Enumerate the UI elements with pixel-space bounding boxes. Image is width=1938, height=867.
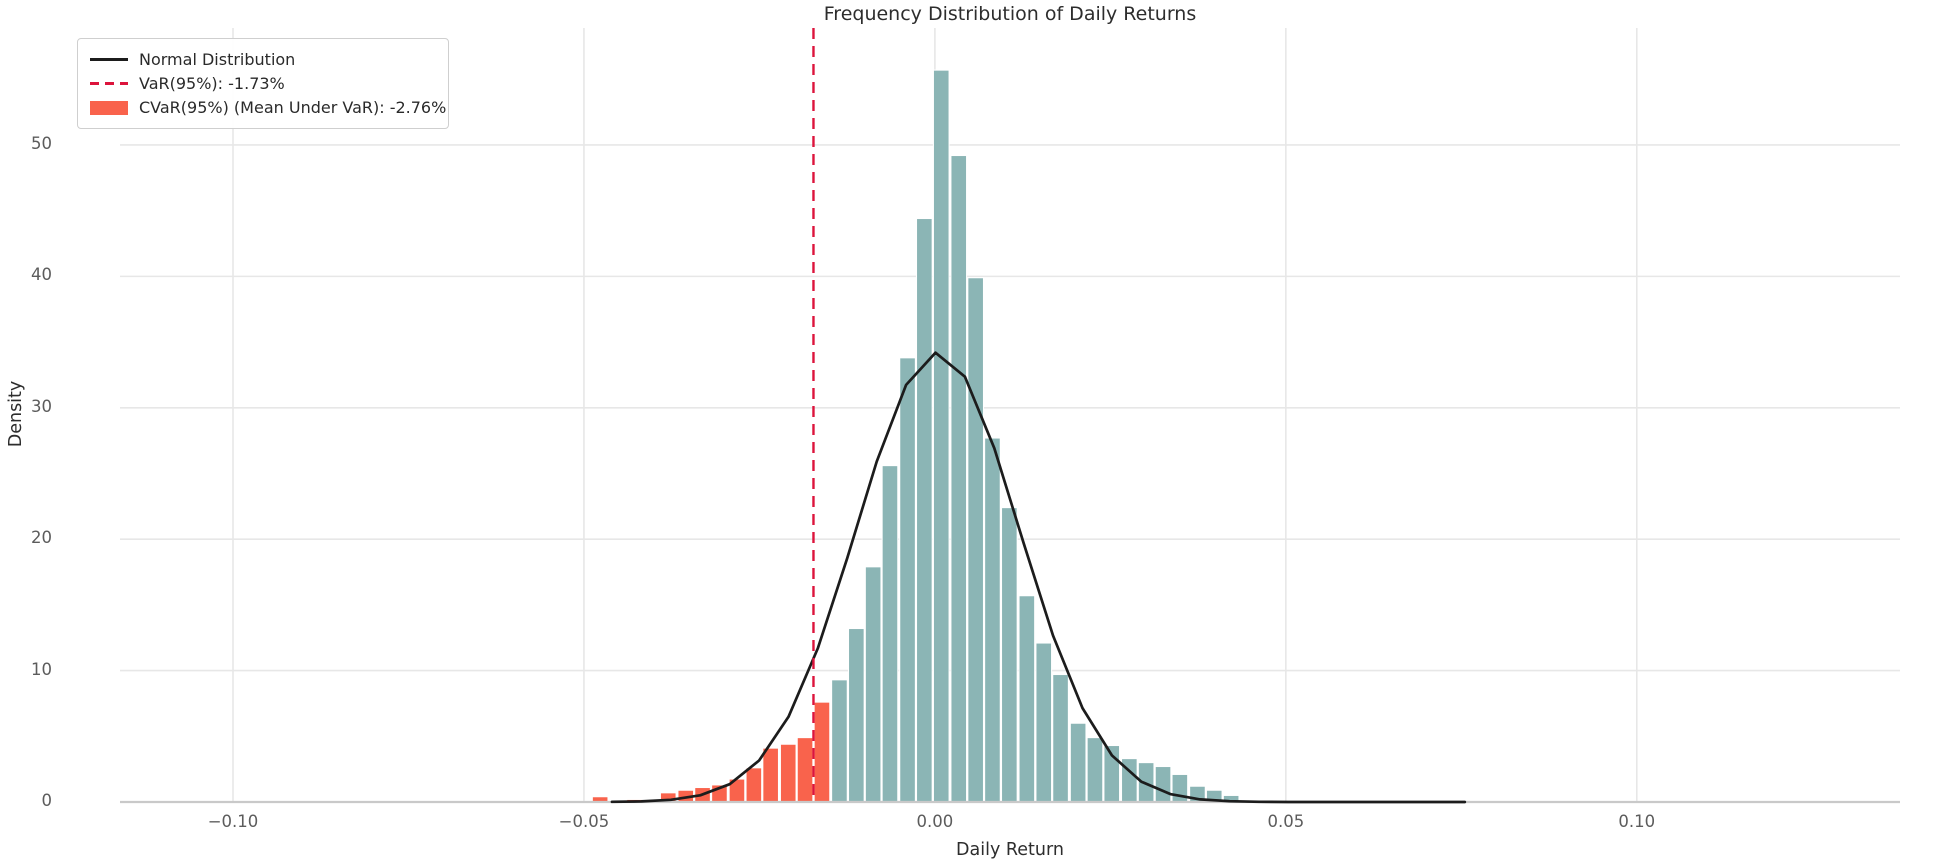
x-tick-label: 0.10 <box>1618 812 1656 831</box>
y-tick-label: 0 <box>41 791 53 810</box>
y-tick-label: 30 <box>31 396 52 416</box>
solid-line-swatch <box>90 57 128 61</box>
x-tick-label: 0.05 <box>1267 812 1305 831</box>
x-axis-label: Daily Return <box>956 840 1064 860</box>
legend-item-var: VaR(95%): -1.73% <box>90 71 436 95</box>
y-tick-label: 20 <box>31 528 52 548</box>
y-tick-label: 50 <box>31 133 52 153</box>
filled-box-swatch <box>90 100 128 115</box>
legend-item-label: Normal Distribution <box>139 49 296 69</box>
histogram-bars <box>591 69 1240 804</box>
normal-curve <box>610 351 1467 804</box>
legend: Normal Distribution VaR(95%): -1.73% CVa… <box>77 38 449 129</box>
x-tick-label: 0.00 <box>916 812 954 831</box>
legend-item-label: VaR(95%): -1.73% <box>139 73 285 93</box>
dashed-line-swatch <box>90 81 128 85</box>
x-tick-label: −0.05 <box>558 812 610 831</box>
chart-title: Frequency Distribution of Daily Returns <box>823 3 1197 25</box>
legend-item-normal: Normal Distribution <box>90 47 436 71</box>
legend-item-label: CVaR(95%) (Mean Under VaR): -2.76% <box>139 98 447 118</box>
legend-item-cvar: CVaR(95%) (Mean Under VaR): -2.76% <box>90 96 446 120</box>
x-tick-label: −0.10 <box>207 812 259 831</box>
y-tick-label: 40 <box>31 265 52 285</box>
y-tick-label: 10 <box>31 659 52 679</box>
